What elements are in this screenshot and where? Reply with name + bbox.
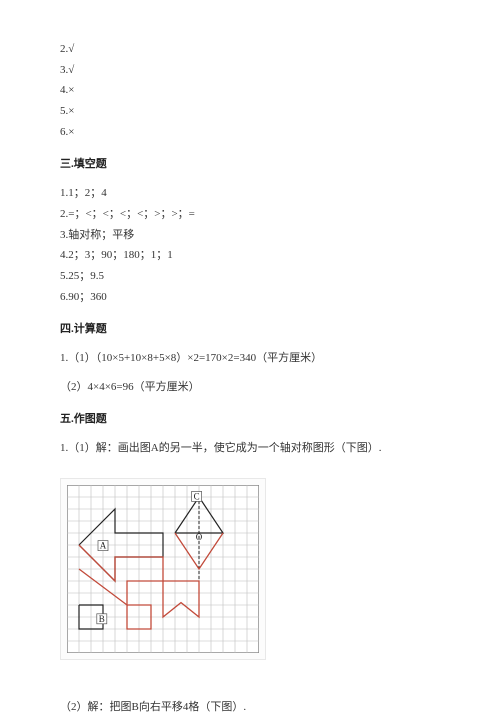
- judge-item: 5.×: [60, 102, 440, 121]
- section4-title: 四.计算题: [60, 320, 440, 339]
- section5-title: 五.作图题: [60, 410, 440, 429]
- draw-item-1: 1.（1）解：画出图A的另一半，使它成为一个轴对称图形（下图）.: [60, 439, 440, 458]
- fill-item: 2.=；<；<；<；<；>；>；=: [60, 205, 440, 224]
- svg-text:A: A: [100, 540, 107, 550]
- judge-num: 6.: [60, 126, 68, 138]
- judge-item: 3.√: [60, 61, 440, 80]
- judge-num: 4.: [60, 84, 68, 96]
- fill-item: 3.轴对称；平移: [60, 226, 440, 245]
- judge-mark: ×: [68, 84, 74, 96]
- judge-mark: ×: [68, 105, 74, 117]
- judge-item: 6.×: [60, 123, 440, 142]
- svg-text:C: C: [194, 491, 200, 501]
- draw-item-2: （2）解：把图B向右平移4格（下图）.: [60, 698, 440, 717]
- judge-mark: √: [68, 43, 74, 55]
- judge-mark: ×: [68, 126, 74, 138]
- calc-item: （2）4×4×6=96（平方厘米）: [60, 378, 440, 397]
- section3-list: 1.1；2；4 2.=；<；<；<；<；>；>；= 3.轴对称；平移 4.2；3…: [60, 184, 440, 306]
- judge-num: 5.: [60, 105, 68, 117]
- section3-title: 三.填空题: [60, 155, 440, 174]
- judge-item: 2.√: [60, 40, 440, 59]
- fill-item: 5.25；9.5: [60, 267, 440, 286]
- grid-svg: A B C O: [67, 485, 259, 653]
- section4-list: 1.（1）（10×5+10×8+5×8）×2=170×2=340（平方厘米） （…: [60, 349, 440, 396]
- judge-item: 4.×: [60, 81, 440, 100]
- calc-item: 1.（1）（10×5+10×8+5×8）×2=170×2=340（平方厘米）: [60, 349, 440, 368]
- svg-text:O: O: [196, 532, 203, 542]
- judge-num: 2.: [60, 43, 68, 55]
- judge-list: 2.√ 3.√ 4.× 5.× 6.×: [60, 40, 440, 141]
- judge-mark: √: [68, 64, 74, 76]
- judge-num: 3.: [60, 64, 68, 76]
- svg-text:B: B: [99, 613, 105, 623]
- fill-item: 4.2；3；90；180；1；1: [60, 246, 440, 265]
- fill-item: 6.90；360: [60, 288, 440, 307]
- grid-figure: A B C O: [60, 478, 266, 660]
- fill-item: 1.1；2；4: [60, 184, 440, 203]
